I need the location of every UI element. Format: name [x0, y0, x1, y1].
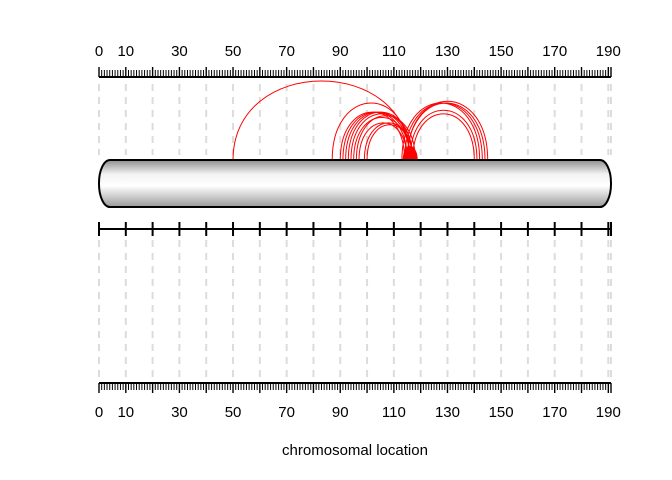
interaction-arc	[355, 115, 416, 161]
tick-label: 0	[95, 43, 103, 60]
tick-label: 130	[435, 43, 460, 60]
tick-label: 110	[382, 404, 406, 421]
bottom-ruler	[98, 382, 612, 393]
tick-label: 90	[332, 43, 349, 60]
top-tick-labels: 0 10 30 50 70 90 110 130 150 170 190	[95, 43, 621, 60]
tick-label: 170	[542, 43, 567, 60]
chromosome-axis	[98, 222, 612, 236]
tick-label: 50	[225, 404, 242, 421]
bottom-tick-labels: 0 10 30 50 70 90 110 130 150 170 190	[95, 404, 621, 421]
tick-label: 110	[382, 43, 406, 60]
interaction-arcs	[232, 80, 489, 161]
interaction-arc	[406, 100, 489, 161]
tick-label: 90	[332, 404, 349, 421]
tick-label: 0	[95, 404, 103, 421]
tick-label: 170	[542, 404, 567, 421]
interaction-arc	[409, 109, 478, 161]
tick-label: 190	[596, 404, 621, 421]
grid-lines	[98, 84, 612, 378]
tick-label: 190	[596, 43, 621, 60]
chromosome-ideogram	[98, 159, 612, 208]
interaction-arc	[353, 117, 411, 161]
top-ruler	[98, 67, 612, 78]
tick-label: 150	[489, 43, 514, 60]
interaction-arc	[412, 113, 475, 161]
interaction-arc	[331, 102, 411, 161]
tick-label: 10	[117, 404, 134, 421]
tick-label: 30	[171, 43, 188, 60]
tick-label: 130	[435, 404, 460, 421]
interaction-arc	[232, 80, 411, 161]
tick-label: 50	[225, 43, 242, 60]
tick-label: 70	[278, 404, 295, 421]
interaction-arc	[405, 147, 418, 161]
tick-label: 10	[117, 43, 134, 60]
tick-label: 150	[489, 404, 514, 421]
tick-label: 30	[171, 404, 188, 421]
chromosome-body	[98, 159, 612, 208]
interaction-arc	[403, 148, 415, 161]
x-axis-title: chromosomal location	[282, 442, 428, 459]
tick-label: 70	[278, 43, 295, 60]
